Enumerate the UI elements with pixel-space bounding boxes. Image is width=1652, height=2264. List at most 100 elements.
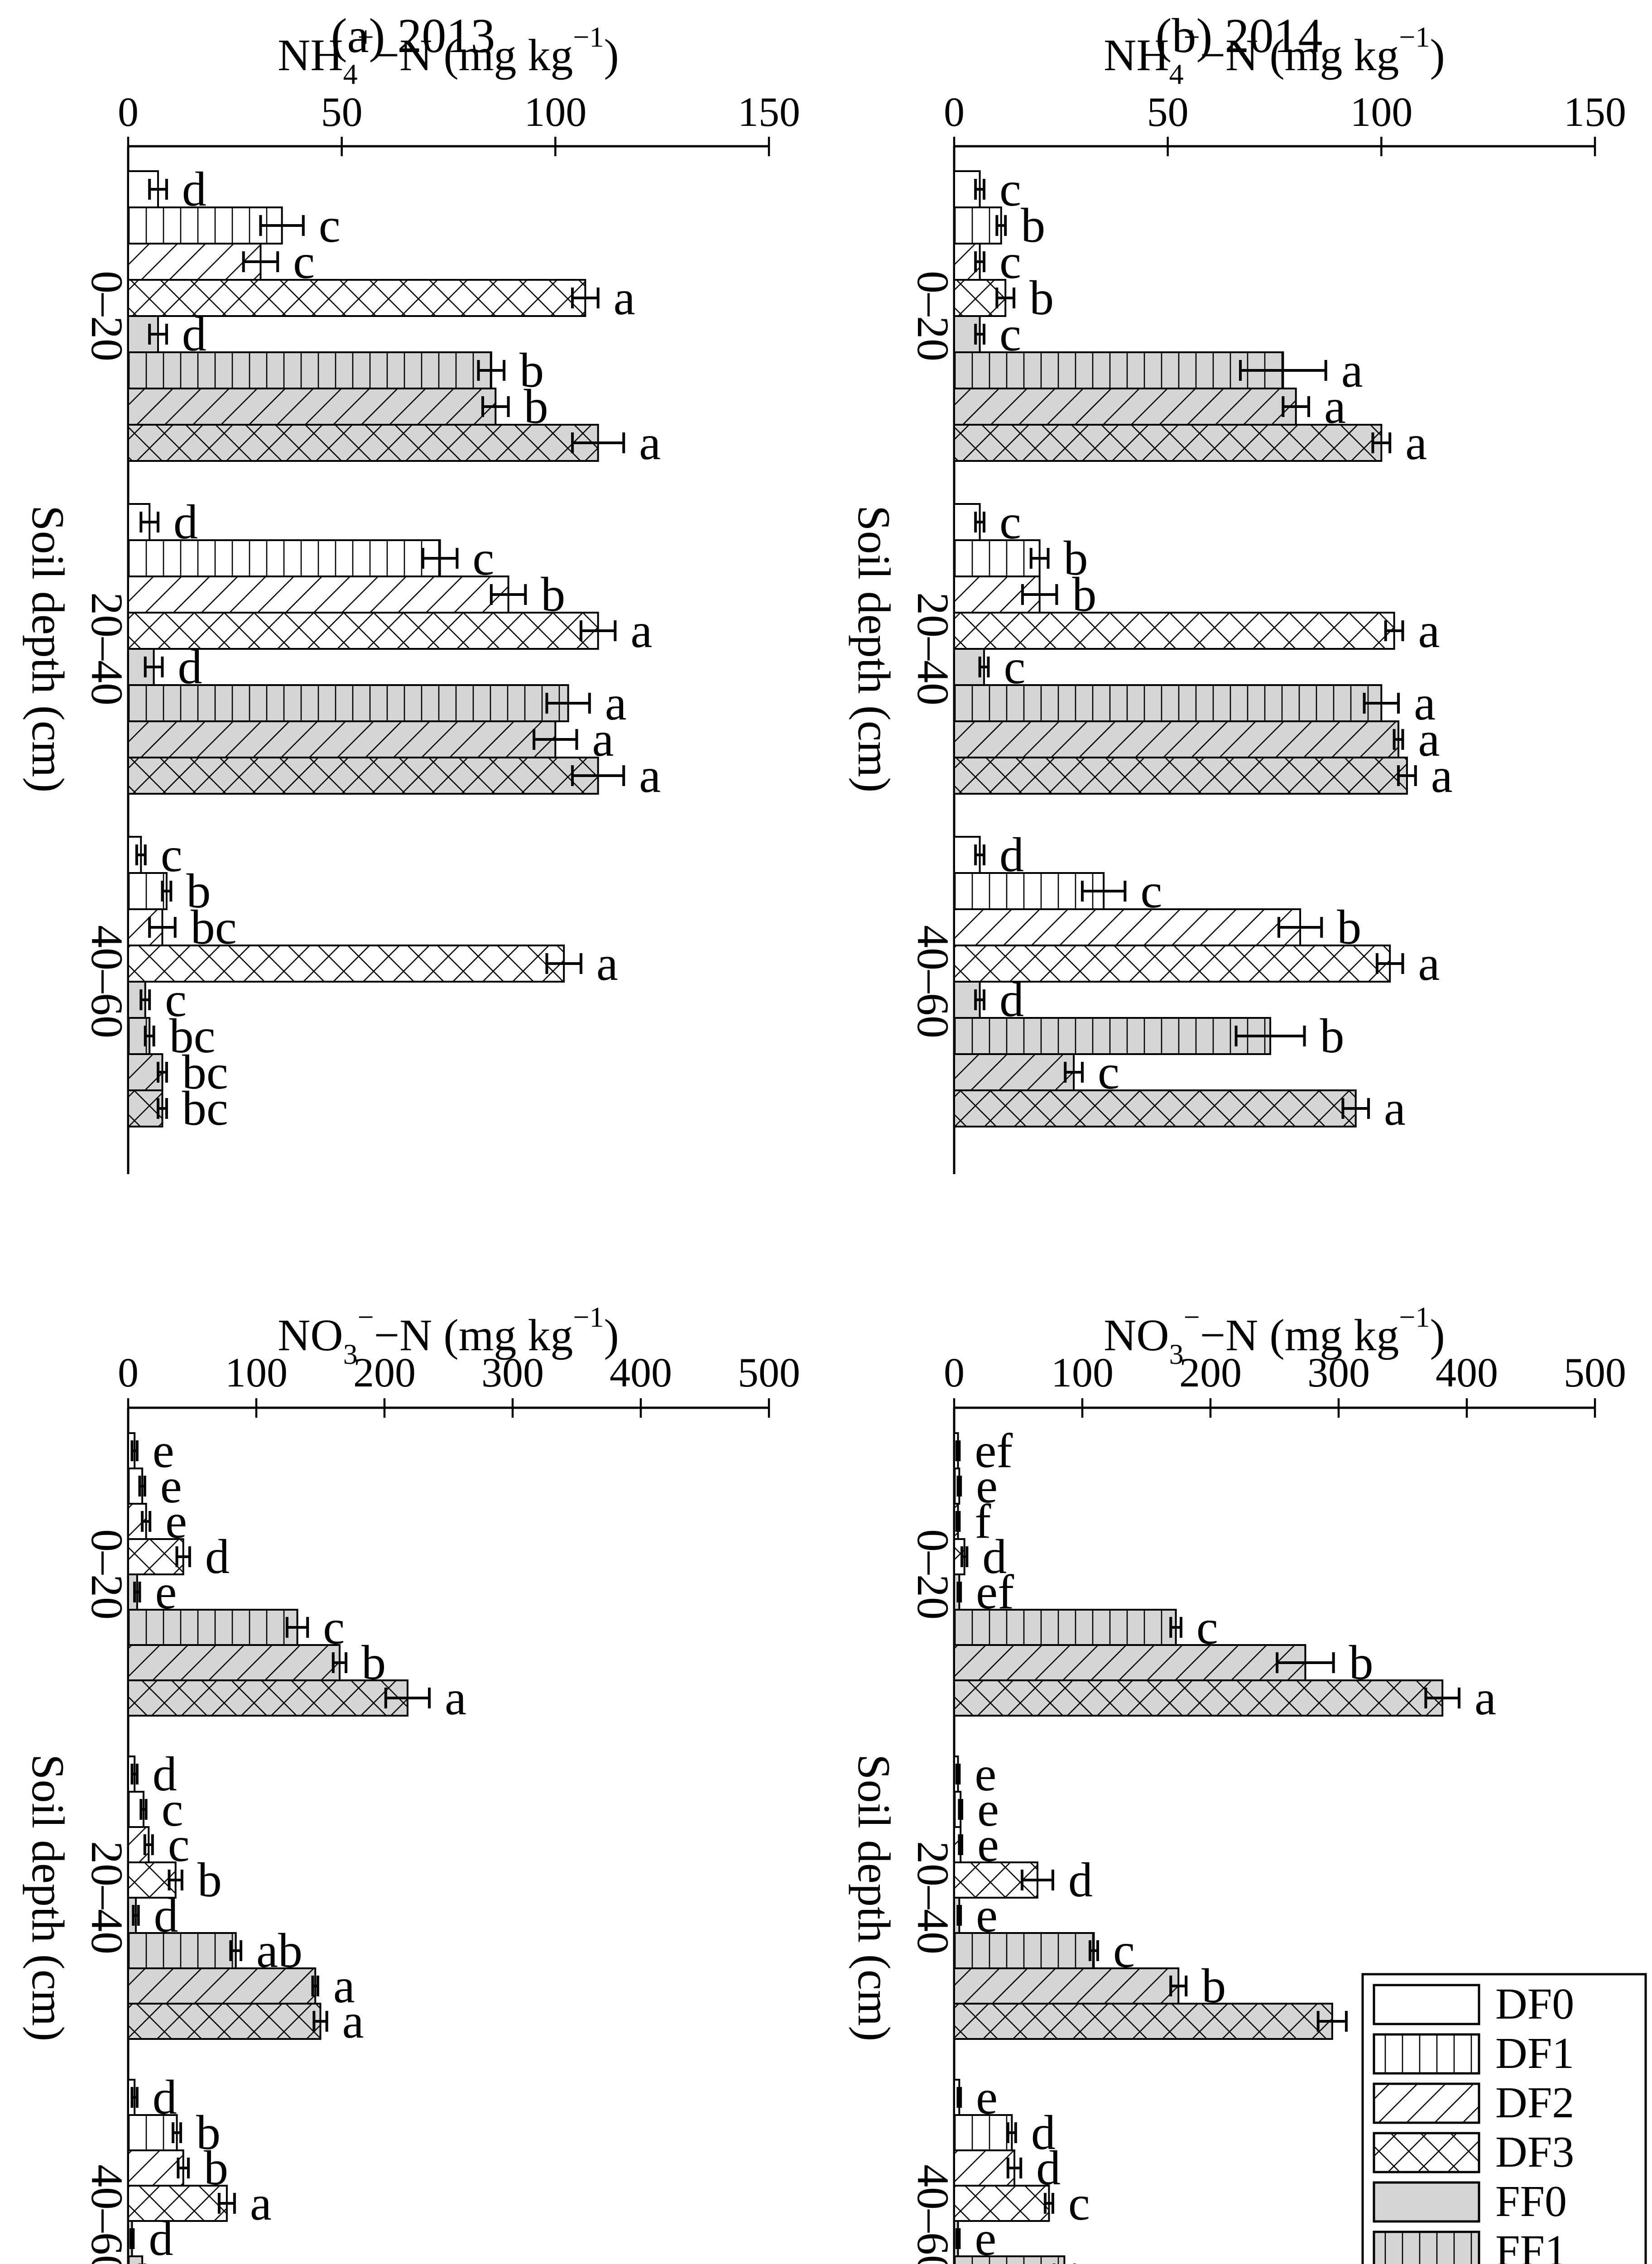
error-bar [955, 1764, 961, 1784]
caption-panel-a: (a) 2013 [331, 9, 495, 63]
error-bar [311, 1976, 319, 1996]
depth-group-label: 40–60 [82, 2164, 132, 2264]
error-bar [1006, 2158, 1023, 2178]
error-bar [421, 548, 459, 569]
error-bar [157, 1098, 168, 1119]
bar-DF3 [953, 612, 1395, 650]
sig-letter: bc [182, 1046, 228, 1099]
bar-FF1 [953, 2255, 1066, 2264]
y-axis-label: Soil depth (cm) [22, 505, 73, 793]
error-bar [259, 215, 305, 236]
depth-group-label: 20–40 [82, 592, 132, 705]
error-bar [545, 953, 582, 974]
error-bar [956, 2087, 962, 2108]
bar-FF1 [127, 2255, 144, 2264]
bar-FF2 [953, 388, 1297, 426]
error-bar [139, 1799, 148, 1820]
error-bar [130, 1440, 139, 1461]
sig-letter: a [605, 676, 627, 730]
error-bar [135, 844, 147, 865]
error-bar [1397, 765, 1417, 786]
error-bar [331, 1652, 348, 1673]
error-bar [995, 215, 1007, 236]
x-tick-label: 50 [321, 89, 363, 135]
legend-label-DF2: DF2 [1495, 2078, 1574, 2127]
bar-FF1 [127, 1932, 237, 1969]
error-bar [138, 1476, 146, 1497]
x-tick-label: 500 [738, 1349, 800, 1396]
error-bar [1276, 1652, 1335, 1673]
bar-FF1 [127, 351, 492, 389]
sig-letter: bc [169, 1009, 216, 1063]
error-bar [144, 657, 164, 677]
bar-FF2 [953, 1967, 1180, 2005]
bar-FF3 [953, 1679, 1444, 1717]
sig-letter: a [1405, 416, 1427, 470]
sig-letter: c [165, 973, 187, 1027]
x-tick-label: 0 [118, 1349, 139, 1396]
depth-group-label: 20–40 [908, 1841, 958, 1954]
x-tick-label: 100 [524, 89, 586, 135]
sig-letter: e [160, 1459, 182, 1513]
sig-letter: b [197, 1853, 222, 1907]
error-bar [229, 1940, 243, 1961]
error-bar [144, 1026, 155, 1046]
x-tick-label: 200 [1179, 1349, 1242, 1396]
sig-letter: a [1341, 344, 1363, 398]
x-tick-label: 500 [1564, 1349, 1626, 1396]
error-bar [133, 1582, 141, 1602]
sig-letter: b [1029, 271, 1054, 325]
bar-FF2 [127, 388, 497, 426]
chart-panel-c: NO3−−N (mg kg−1) 0 100 200 300 400 500 Soil dep… [22, 1301, 800, 2264]
bar-DF1 [127, 206, 283, 245]
sig-letter: f [975, 1495, 991, 1549]
sig-letter: a [342, 1995, 364, 2048]
error-bar [1239, 360, 1327, 381]
error-bar [148, 917, 177, 938]
x-tick-label: 0 [944, 1349, 965, 1396]
error-bar [477, 360, 506, 381]
bar-FF1 [953, 1932, 1095, 1969]
error-bar [1021, 584, 1058, 605]
y-axis-label: Soil depth (cm) [848, 505, 899, 793]
error-bar [958, 1834, 963, 1855]
error-bar [168, 1870, 183, 1890]
bar-DF2 [953, 2149, 1016, 2187]
sig-letter: c [1090, 2247, 1112, 2264]
axis-title: NH4+−N (mg kg−1) [278, 21, 619, 90]
error-bar [571, 765, 625, 786]
error-bar [956, 1905, 962, 1926]
error-bar [955, 1511, 961, 1532]
sig-letter: a [630, 604, 652, 658]
depth-group-label: 0–20 [82, 271, 132, 361]
error-bar [130, 2087, 139, 2108]
error-bar [1029, 548, 1050, 569]
error-bar [1169, 1976, 1188, 1996]
caption-panel-b: (b) 2014 [1155, 9, 1323, 63]
sig-letter: c [319, 199, 341, 253]
sig-letter: a [1418, 604, 1440, 658]
error-bar [177, 2158, 190, 2178]
error-bar [1043, 2193, 1054, 2214]
error-bar [312, 2011, 328, 2032]
error-bar [1375, 953, 1404, 974]
error-bar [1424, 1688, 1461, 1708]
bar-DF3 [127, 612, 599, 650]
y-axis-label: Soil depth (cm) [22, 1754, 73, 2042]
error-bar [571, 432, 625, 453]
x-tick-label: 100 [1051, 1349, 1114, 1396]
sig-letter: b [1021, 199, 1045, 253]
sig-letter: e [977, 1783, 999, 1837]
bar-FF3 [953, 757, 1408, 795]
error-bar [955, 1440, 961, 1461]
error-bar [956, 1582, 962, 1602]
chart-panel-d: NO3−−N (mg kg−1) 0 100 200 300 400 500 Soil dep… [848, 1301, 1647, 2264]
sig-letter: e [153, 1424, 174, 1478]
depth-group-label: 40–60 [82, 925, 132, 1038]
chart-panel-a: NH4+−N (mg kg−1) 0 50 100 150 Soil depth (cm)… [22, 21, 800, 1174]
error-bar [1384, 620, 1404, 641]
error-bar [161, 881, 173, 902]
sig-letter: a [1431, 749, 1453, 803]
error-bar [533, 729, 578, 750]
